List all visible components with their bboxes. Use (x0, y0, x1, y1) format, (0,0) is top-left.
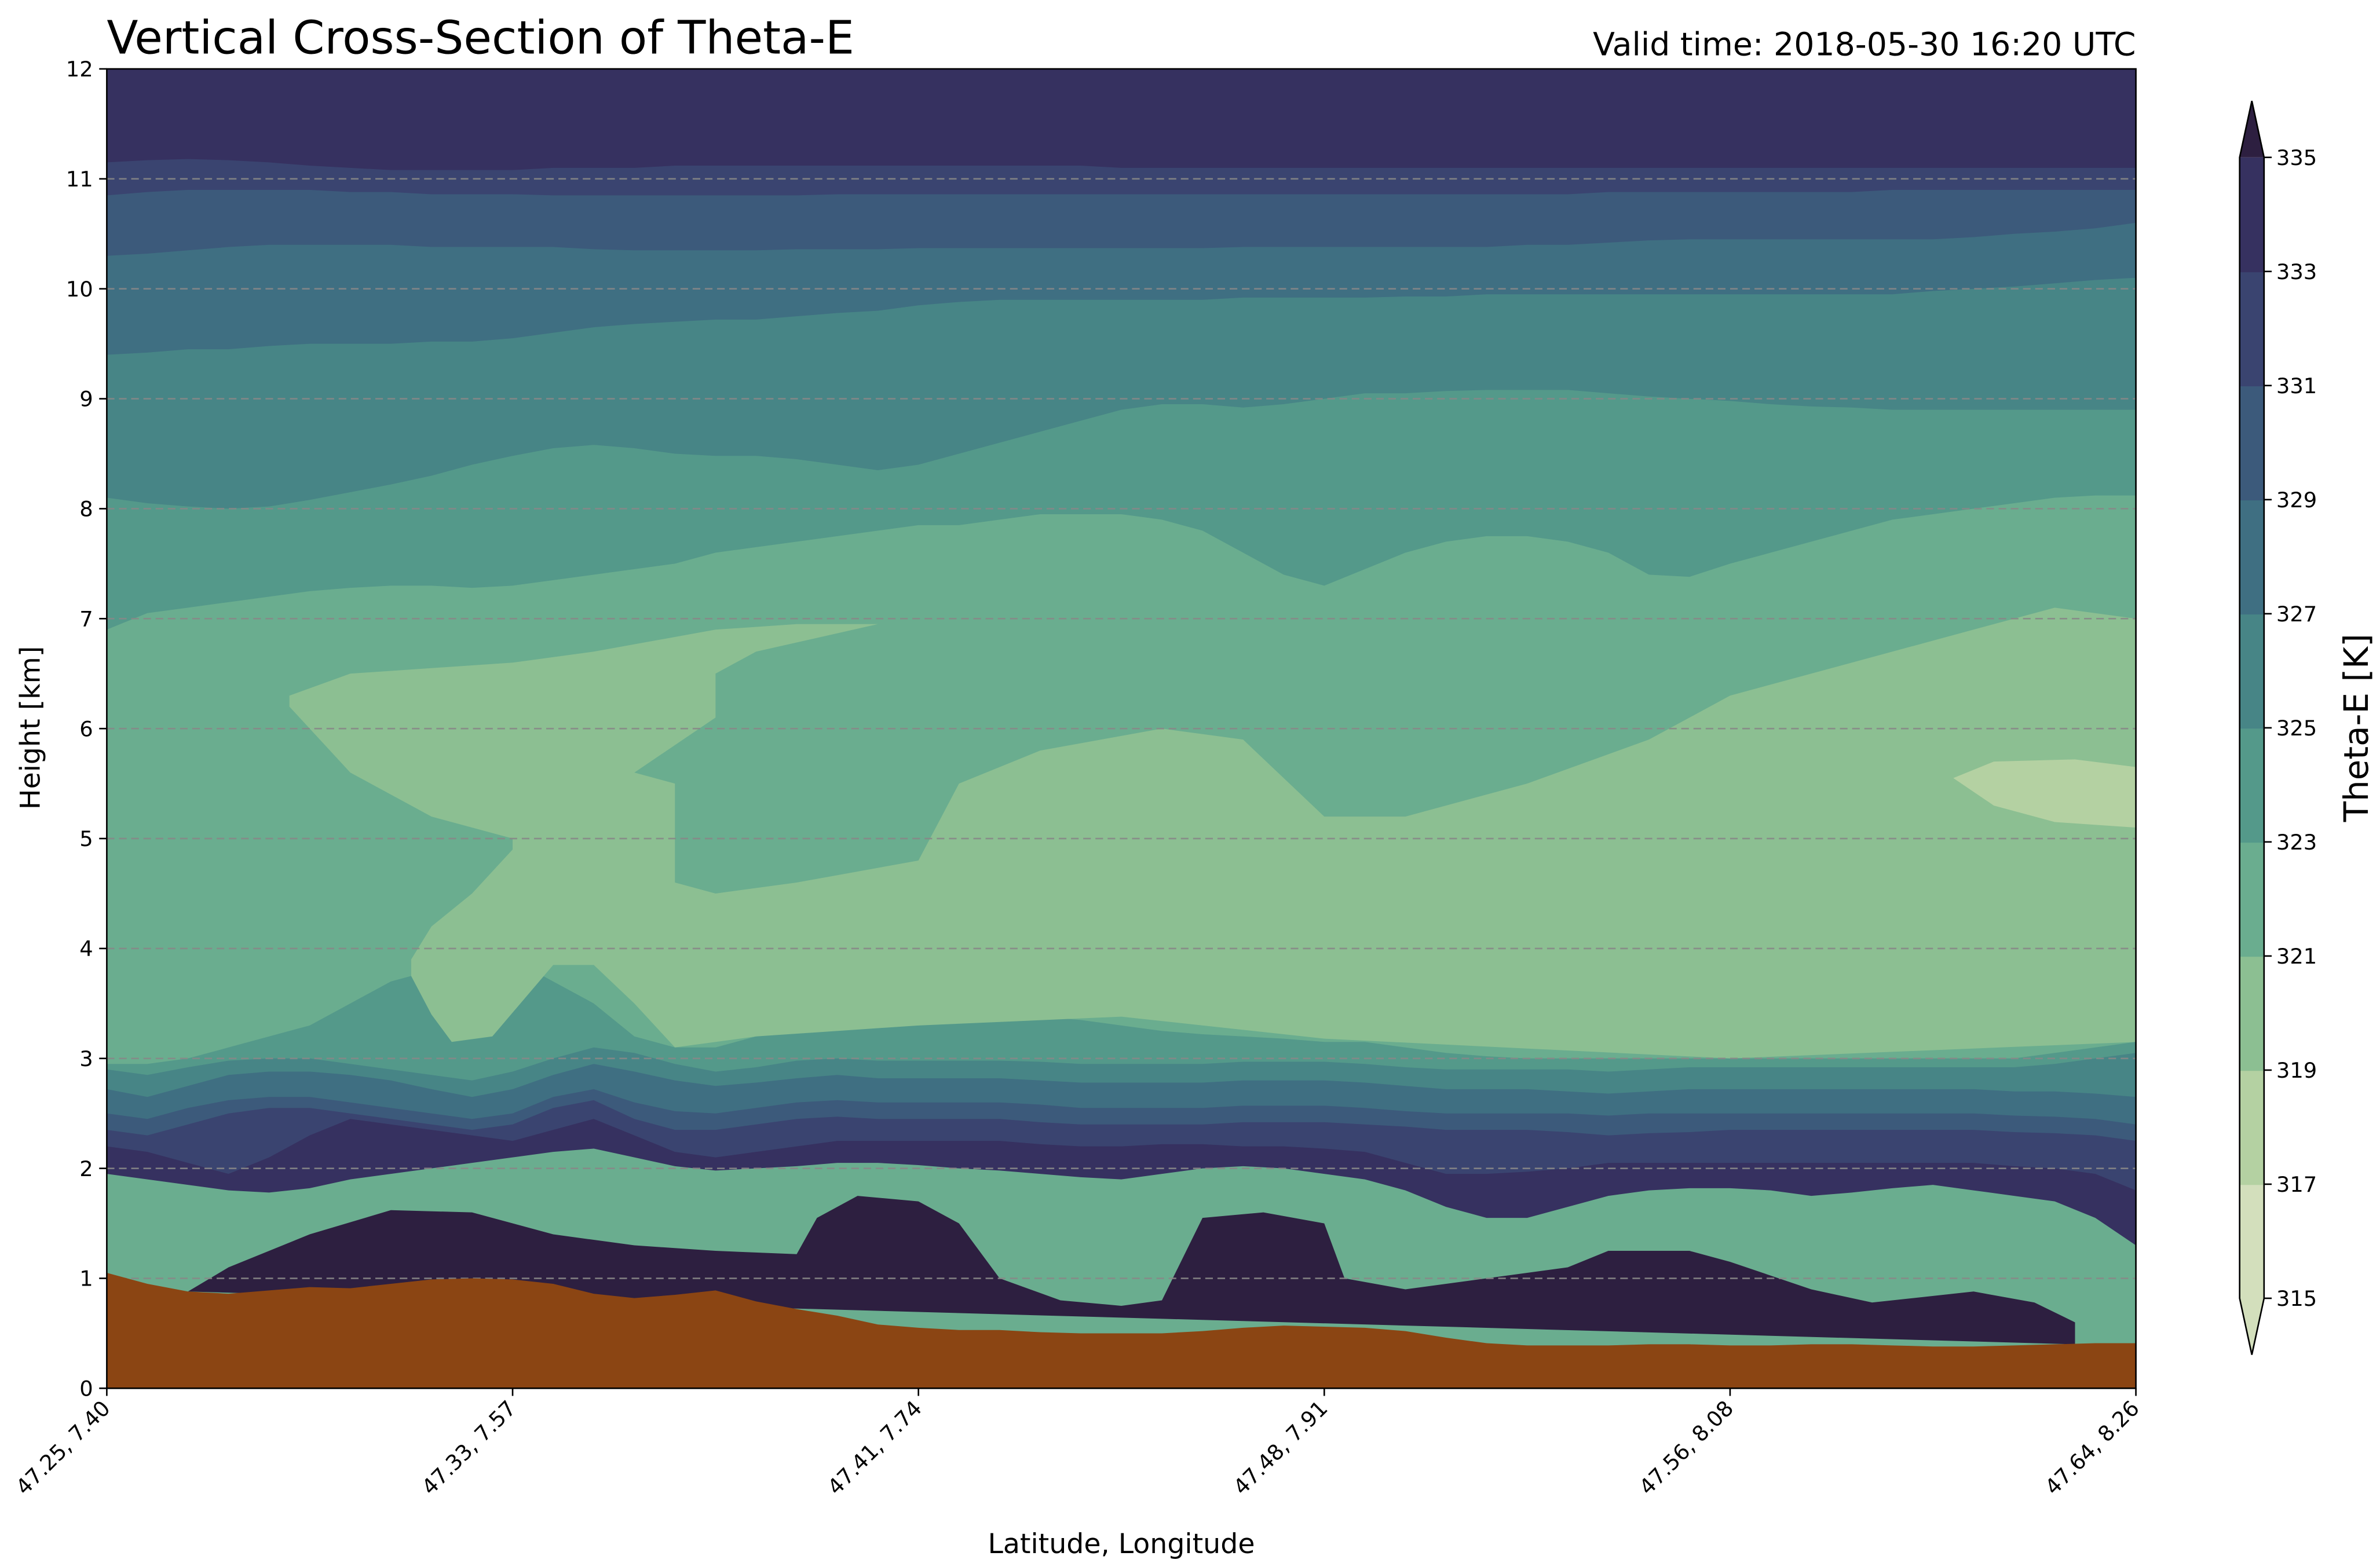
colorbar-tick-label: 331 (2276, 374, 2317, 398)
y-tick-label: 10 (66, 277, 93, 302)
colorbar-tick-label: 335 (2276, 145, 2317, 170)
y-tick-label: 1 (79, 1266, 93, 1291)
x-axis-label: Latitude, Longitude (988, 1528, 1255, 1560)
contour-region-317 (1953, 759, 2136, 828)
x-tick-label: 47.64, 8.26 (2040, 1396, 2144, 1500)
colorbar-tick-label: 323 (2276, 830, 2317, 855)
colorbar-extend-min (2239, 1298, 2264, 1355)
colorbar-swatch (2239, 1184, 2264, 1299)
colorbar-extend-max (2239, 101, 2264, 158)
gridlines (107, 178, 2136, 1279)
chart-title: Vertical Cross-Section of Theta-E (107, 12, 854, 65)
y-axis-label: Height [km] (14, 646, 46, 810)
colorbar-tick-label: 327 (2276, 602, 2317, 627)
colorbar-swatch (2239, 841, 2264, 957)
contour-band-333 (107, 68, 2136, 170)
colorbar-swatch (2239, 727, 2264, 843)
y-tick-label: 0 (79, 1376, 93, 1401)
y-tick-label: 12 (66, 57, 93, 82)
x-axis: 47.25, 7.40 47.33, 7.57 47.41, 7.74 47.48, … (11, 1388, 2144, 1500)
colorbar-swatch (2239, 1070, 2264, 1185)
y-tick-label: 2 (79, 1156, 93, 1181)
y-tick-label: 6 (79, 716, 93, 741)
colorbar-tick-label: 333 (2276, 259, 2317, 284)
y-tick-label: 5 (79, 826, 93, 851)
colorbar-swatch (2239, 271, 2264, 387)
colorbar-tick-label: 321 (2276, 944, 2317, 969)
colorbar-tick-label: 317 (2276, 1172, 2317, 1197)
terrain-layer (107, 1273, 2136, 1389)
y-tick-label: 4 (79, 936, 93, 961)
plot-area (107, 68, 2136, 1389)
x-tick-label: 47.25, 7.40 (11, 1396, 115, 1500)
chart-subtitle: Valid time: 2018-05-30 16:20 UTC (1593, 26, 2136, 63)
colorbar-label: Theta-E [K] (2337, 634, 2376, 822)
colorbar: 315 317 319 321 323 325 327 329 331 333 335 (2239, 101, 2317, 1355)
colorbar-swatch (2239, 613, 2264, 729)
y-tick-label: 7 (79, 606, 93, 631)
colorbar-tick-label: 319 (2276, 1058, 2317, 1083)
colorbar-swatch (2239, 499, 2264, 615)
x-tick-label: 47.56, 8.08 (1635, 1396, 1739, 1500)
y-tick-label: 3 (79, 1046, 93, 1071)
y-tick-label: 8 (79, 497, 93, 522)
colorbar-tick-label: 329 (2276, 488, 2317, 512)
terrain (107, 1273, 2136, 1389)
y-tick-label: 11 (66, 167, 93, 192)
contour-region-319 (289, 607, 2136, 1059)
colorbar-swatch (2239, 157, 2264, 273)
colorbar-tick-label: 325 (2276, 716, 2317, 741)
y-tick-label: 9 (79, 387, 93, 412)
colorbar-swatch (2239, 385, 2264, 501)
x-tick-label: 47.33, 7.57 (417, 1396, 521, 1500)
colorbar-swatch (2239, 955, 2264, 1071)
colorbar-tick-label: 315 (2276, 1286, 2317, 1311)
x-tick-label: 47.41, 7.74 (822, 1396, 927, 1500)
contour-region-335 (188, 1196, 2075, 1345)
x-tick-label: 47.48, 7.91 (1229, 1396, 1333, 1500)
